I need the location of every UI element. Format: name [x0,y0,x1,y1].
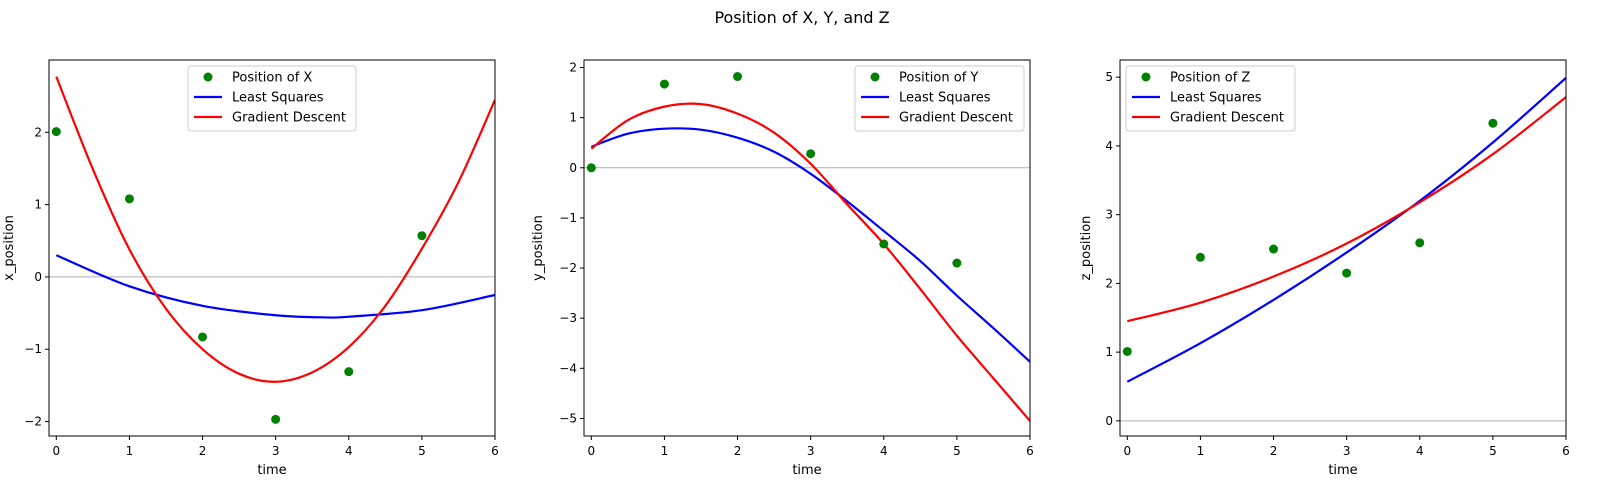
data-point [1415,238,1425,248]
data-point [1195,252,1205,262]
x-tick-label: 0 [1123,444,1131,458]
axes-frame [1119,59,1567,437]
legend-label: Position of Y [899,71,978,86]
legend-label: Gradient Descent [232,111,346,126]
y-tick-label: 1 [34,198,42,212]
data-point [879,239,889,249]
data-point [344,367,354,377]
y-tick-label: 0 [34,270,42,284]
x-tick-label: 3 [272,444,280,458]
figure-title: Position of X, Y, and Z [714,8,890,27]
y-tick-label: −2 [24,415,42,429]
x-axis-label: time [1328,463,1357,478]
y-axis-label: z_position [1079,216,1094,281]
y-tick-label: 3 [1105,208,1113,222]
least-squares-line [1126,77,1566,383]
data-point [1269,244,1279,254]
gradient-descent-line [1127,96,1566,323]
y-tick-label: 5 [1105,70,1113,84]
data-point [51,127,61,137]
legend-label: Least Squares [899,91,991,106]
subplot-x-position: 0 1 2 3 4 5 6 −2 −1 0 1 2 time x_position Position of … [2,59,499,478]
x-tick-label: 1 [1197,444,1205,458]
y-tick-label: 4 [1105,139,1113,153]
x-tick-label: 2 [199,444,207,458]
y-tick-label: −4 [559,361,577,375]
y-axis-label: y_position [531,215,546,281]
legend-marker [1141,72,1151,82]
data-point [198,332,208,342]
plot-area [1122,77,1566,383]
y-tick-label: −2 [559,261,577,275]
legend-label: Least Squares [1170,91,1262,106]
x-tick-label: 4 [345,444,353,458]
y-tick-label: −5 [559,411,577,425]
data-point [1122,346,1132,356]
legend-marker [203,72,213,82]
legend-label: Position of Z [1170,71,1250,86]
y-axis-label: x_position [2,215,17,281]
y-tick-label: −1 [24,342,42,356]
legend: Position of X Least Squares Gradient Desce… [187,65,357,132]
plot-area [51,76,495,424]
data-point [806,149,816,159]
x-tick-label: 3 [1343,444,1351,458]
x-tick-label: 6 [1026,444,1034,458]
x-tick-label: 2 [1270,444,1278,458]
least-squares-line [55,254,495,319]
x-tick-label: 2 [734,444,742,458]
data-point [124,194,134,204]
x-tick-label: 6 [1562,444,1570,458]
data-point [1342,268,1352,278]
data-point [586,163,596,173]
x-tick-label: 0 [52,444,60,458]
legend-box [854,65,1025,132]
axes-frame [48,59,496,437]
x-axis-label: time [792,463,821,478]
y-tick-label: 2 [34,125,42,139]
gradient-descent-line [55,76,495,383]
x-tick-label: 0 [587,444,595,458]
x-tick-label: 5 [1489,444,1497,458]
least-squares-line [590,127,1030,363]
x-tick-label: 1 [126,444,134,458]
x-axis-label: time [257,463,286,478]
x-tick-label: 3 [807,444,815,458]
legend: Position of Y Least Squares Gradient Desce… [854,65,1025,132]
y-tick-label: 0 [569,161,577,175]
y-tick-label: 2 [569,61,577,75]
subplot-y-position: 0 1 2 3 4 5 6 −5 −4 −3 −2 −1 0 1 2 time y_position Positi… [531,59,1034,478]
x-tick-label: 6 [491,444,499,458]
legend-label: Position of X [232,71,312,86]
legend-marker [870,72,880,82]
x-tick-label: 5 [418,444,426,458]
legend-label: Least Squares [232,91,324,106]
y-tick-label: −3 [559,311,577,325]
legend-label: Gradient Descent [899,111,1013,126]
x-tick-label: 4 [880,444,888,458]
legend-label: Gradient Descent [1170,111,1284,126]
plot-area [586,72,1030,422]
gradient-descent-line [590,102,1030,422]
y-tick-label: 0 [1105,414,1113,428]
x-tick-label: 1 [661,444,669,458]
x-tick-label: 4 [1416,444,1424,458]
axes-frame [583,59,1031,437]
data-point [659,79,669,89]
data-point [417,231,427,241]
data-point [1488,118,1498,128]
legend-box [1125,65,1296,132]
subplot-z-position: 0 1 2 3 4 5 6 0 1 2 3 4 5 time z_position Position of Z… [1079,59,1570,478]
y-tick-label: 1 [1105,345,1113,359]
y-tick-label: 2 [1105,276,1113,290]
y-tick-label: 1 [569,111,577,125]
data-point [271,414,281,424]
data-point [952,258,962,268]
legend: Position of Z Least Squares Gradient Desce… [1125,65,1296,132]
data-point [733,72,743,82]
legend-box [187,65,357,132]
x-tick-label: 5 [953,444,961,458]
y-tick-label: −1 [559,211,577,225]
